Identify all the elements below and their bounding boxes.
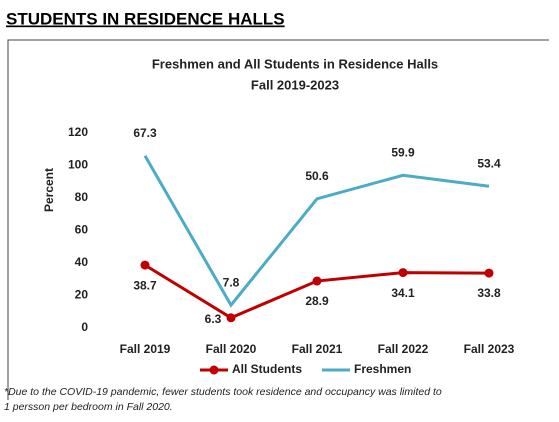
footnote: *Due to the COVID-19 pandemic, fewer stu… xyxy=(4,386,442,398)
y-axis-label: Percent xyxy=(42,168,56,212)
series-line xyxy=(144,263,490,320)
data-label: 38.7 xyxy=(133,278,157,292)
y-tick-label: 60 xyxy=(75,223,89,237)
data-point xyxy=(312,276,322,286)
x-tick-label: Fall 2019 xyxy=(120,342,171,356)
data-label: 7.8 xyxy=(223,275,240,289)
x-tick-label: Fall 2023 xyxy=(464,342,515,356)
legend-marker xyxy=(209,365,219,375)
y-tick-label: 100 xyxy=(68,158,88,172)
data-label: 33.8 xyxy=(477,286,501,300)
y-tick-label: 0 xyxy=(81,320,88,334)
legend-label: All Students xyxy=(232,362,302,376)
data-label: 50.6 xyxy=(305,169,329,183)
x-tick-label: Fall 2021 xyxy=(292,342,343,356)
data-label: 34.1 xyxy=(391,286,415,300)
chart-subtitle: Fall 2019-2023 xyxy=(251,77,339,92)
x-tick-label: Fall 2022 xyxy=(378,342,429,356)
data-point xyxy=(140,260,150,270)
data-label: 67.3 xyxy=(133,126,157,140)
data-label: 53.4 xyxy=(477,156,501,170)
page-heading: STUDENTS IN RESIDENCE HALLS xyxy=(6,9,285,28)
y-tick-label: 20 xyxy=(75,288,89,302)
chart-frame xyxy=(7,39,549,400)
data-label: 59.9 xyxy=(391,145,415,159)
data-point xyxy=(226,313,236,323)
data-label: 6.3 xyxy=(205,312,222,326)
y-tick-label: 120 xyxy=(68,125,88,139)
y-tick-label: 40 xyxy=(75,255,89,269)
x-tick-label: Fall 2020 xyxy=(206,342,257,356)
series-line xyxy=(143,155,490,308)
footnote: 1 persson per bedroom in Fall 2020. xyxy=(4,401,173,413)
legend-label: Freshmen xyxy=(354,362,411,376)
y-tick-label: 80 xyxy=(75,190,89,204)
data-point xyxy=(398,268,408,278)
chart-title: Freshmen and All Students in Residence H… xyxy=(152,56,438,71)
data-label: 28.9 xyxy=(305,294,329,308)
data-point xyxy=(484,268,494,278)
